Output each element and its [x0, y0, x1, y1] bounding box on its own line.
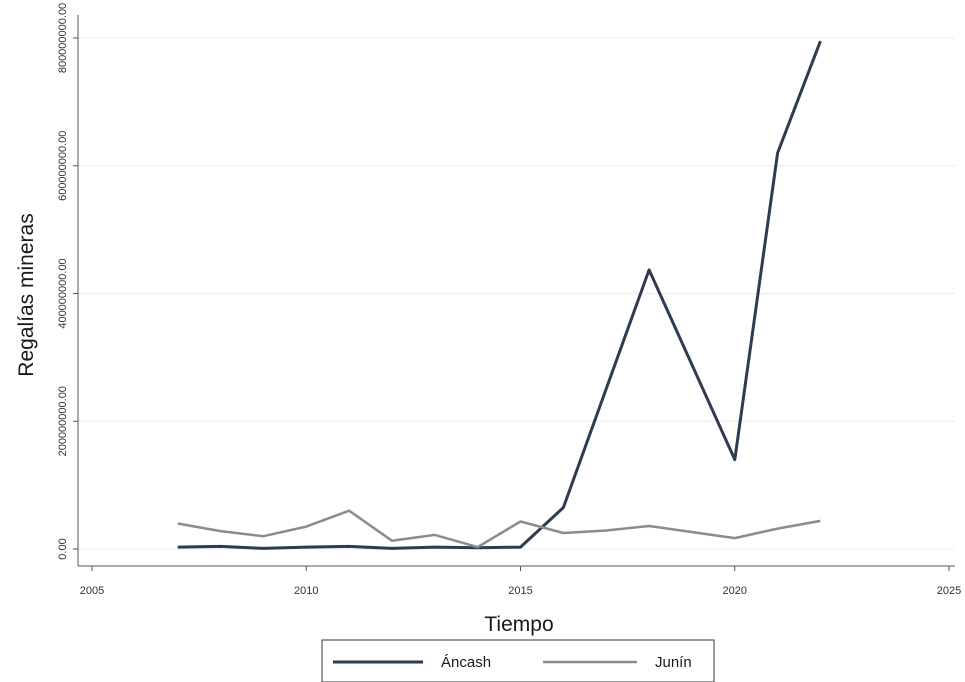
y-tick-label: 600000000.00	[57, 131, 69, 201]
x-tick-label: 2005	[80, 585, 104, 597]
legend: Áncash Junín	[321, 639, 715, 682]
axes	[77, 15, 955, 567]
series-layer	[177, 40, 822, 550]
series-line-junin	[177, 509, 821, 549]
x-axis-title: Tiempo	[484, 613, 553, 636]
gridlines	[78, 37, 955, 550]
series-line-ancash	[177, 40, 822, 550]
x-tick-label: 2015	[508, 585, 532, 597]
y-tick-label: 200000000.00	[57, 386, 69, 456]
y-tick-label: 400000000.00	[57, 258, 69, 328]
y-tick-label: 0.00	[57, 538, 69, 559]
x-tick-label: 2025	[937, 585, 961, 597]
y-ticks: 0.00 200000000.00 400000000.00 600000000.00…	[57, 3, 78, 560]
x-tick-label: 2020	[723, 585, 747, 597]
x-tick-label: 2010	[294, 585, 318, 597]
y-tick-label: 800000000.00	[57, 3, 69, 73]
legend-label-ancash: Áncash	[441, 654, 491, 671]
legend-label-junin: Junín	[655, 654, 692, 671]
y-axis-title: Regalías mineras	[15, 213, 38, 376]
x-ticks: 2005 2010 2015 2020 2025	[80, 566, 961, 597]
